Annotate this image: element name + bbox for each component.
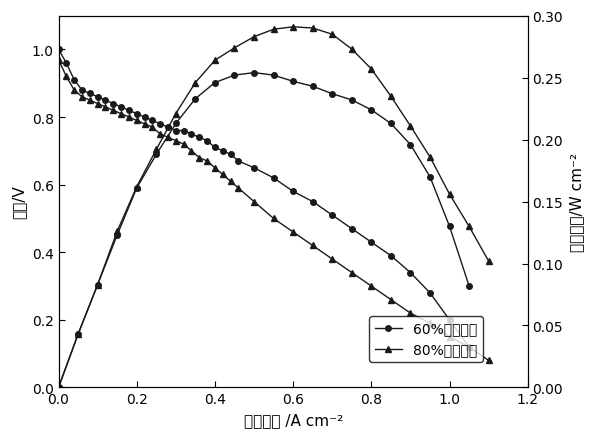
Y-axis label: 电压/V: 电压/V [11, 185, 26, 219]
X-axis label: 电流密度 /A cm⁻²: 电流密度 /A cm⁻² [243, 412, 343, 427]
Legend: 60%相对加湿, 80%相对加湿: 60%相对加湿, 80%相对加湿 [369, 316, 483, 362]
Y-axis label: 功率密度/W cm⁻²: 功率密度/W cm⁻² [569, 152, 584, 251]
